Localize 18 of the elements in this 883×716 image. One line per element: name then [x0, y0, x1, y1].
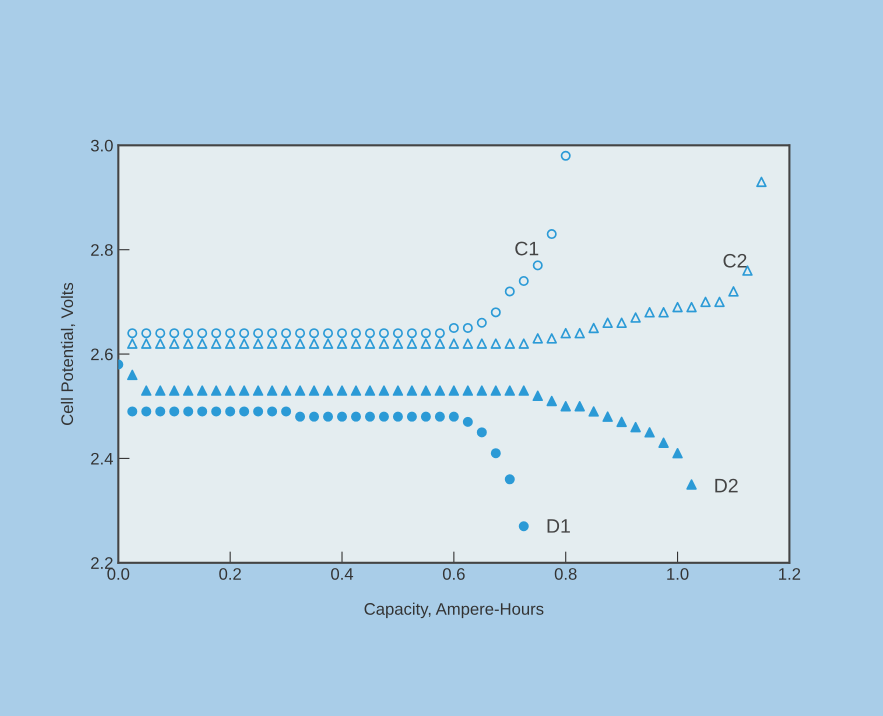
series-label: C2	[724, 254, 746, 268]
y-tick-label: 3.0	[90, 140, 113, 152]
x-tick-label: 0.6	[442, 568, 465, 580]
x-tick-label: 0.8	[554, 568, 577, 580]
y-tick-label: 2.2	[91, 557, 113, 569]
y-tick-label: 2.4	[91, 452, 113, 464]
x-tick-label: 1.0	[667, 568, 688, 580]
series-label: C1	[515, 242, 538, 256]
x-axis-title: Capacity, Ampere-Hours	[364, 602, 544, 618]
y-axis-title: Cell Potential, Volts	[60, 282, 76, 426]
series-label: D2	[715, 478, 738, 492]
x-tick-label: 0.2	[219, 568, 241, 580]
series-label: D1	[548, 519, 570, 533]
y-tick-label: 2.6	[91, 348, 113, 360]
x-tick-label: 1.2	[779, 568, 800, 580]
y-tick-label: 2.8	[91, 244, 113, 256]
x-tick-label: 0.4	[331, 568, 354, 580]
x-tick-label: 0.0	[107, 568, 130, 580]
